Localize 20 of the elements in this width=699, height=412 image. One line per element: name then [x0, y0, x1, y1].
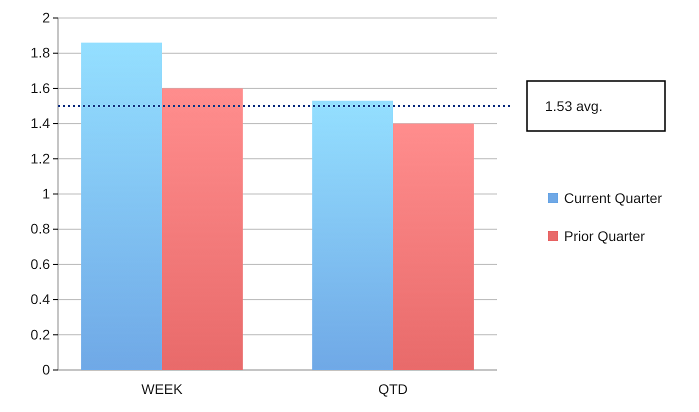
legend-label: Prior Quarter: [564, 228, 646, 244]
x-tick-label: WEEK: [141, 380, 184, 397]
bar: [393, 124, 474, 370]
bar: [81, 42, 162, 370]
y-tick-label: 1.8: [30, 44, 50, 61]
y-tick-label: 1.2: [30, 150, 50, 166]
y-tick-label: 0: [42, 361, 50, 378]
y-tick-label: 0.4: [30, 291, 50, 308]
y-tick-label: 1: [42, 185, 50, 202]
y-tick-label: 1.4: [30, 115, 50, 132]
legend-label: Current Quarter: [564, 190, 662, 206]
y-tick-label: 2: [42, 9, 50, 26]
y-tick-label: 0.6: [30, 256, 50, 272]
y-tick-label: 1.6: [30, 80, 50, 96]
x-tick-label: QTD: [378, 380, 408, 397]
y-tick-label: 0.2: [30, 326, 50, 342]
y-tick-label: 0.8: [30, 220, 50, 237]
ref-line-label: 1.53 avg.: [545, 98, 603, 114]
bar: [162, 88, 243, 370]
bar: [312, 100, 394, 370]
